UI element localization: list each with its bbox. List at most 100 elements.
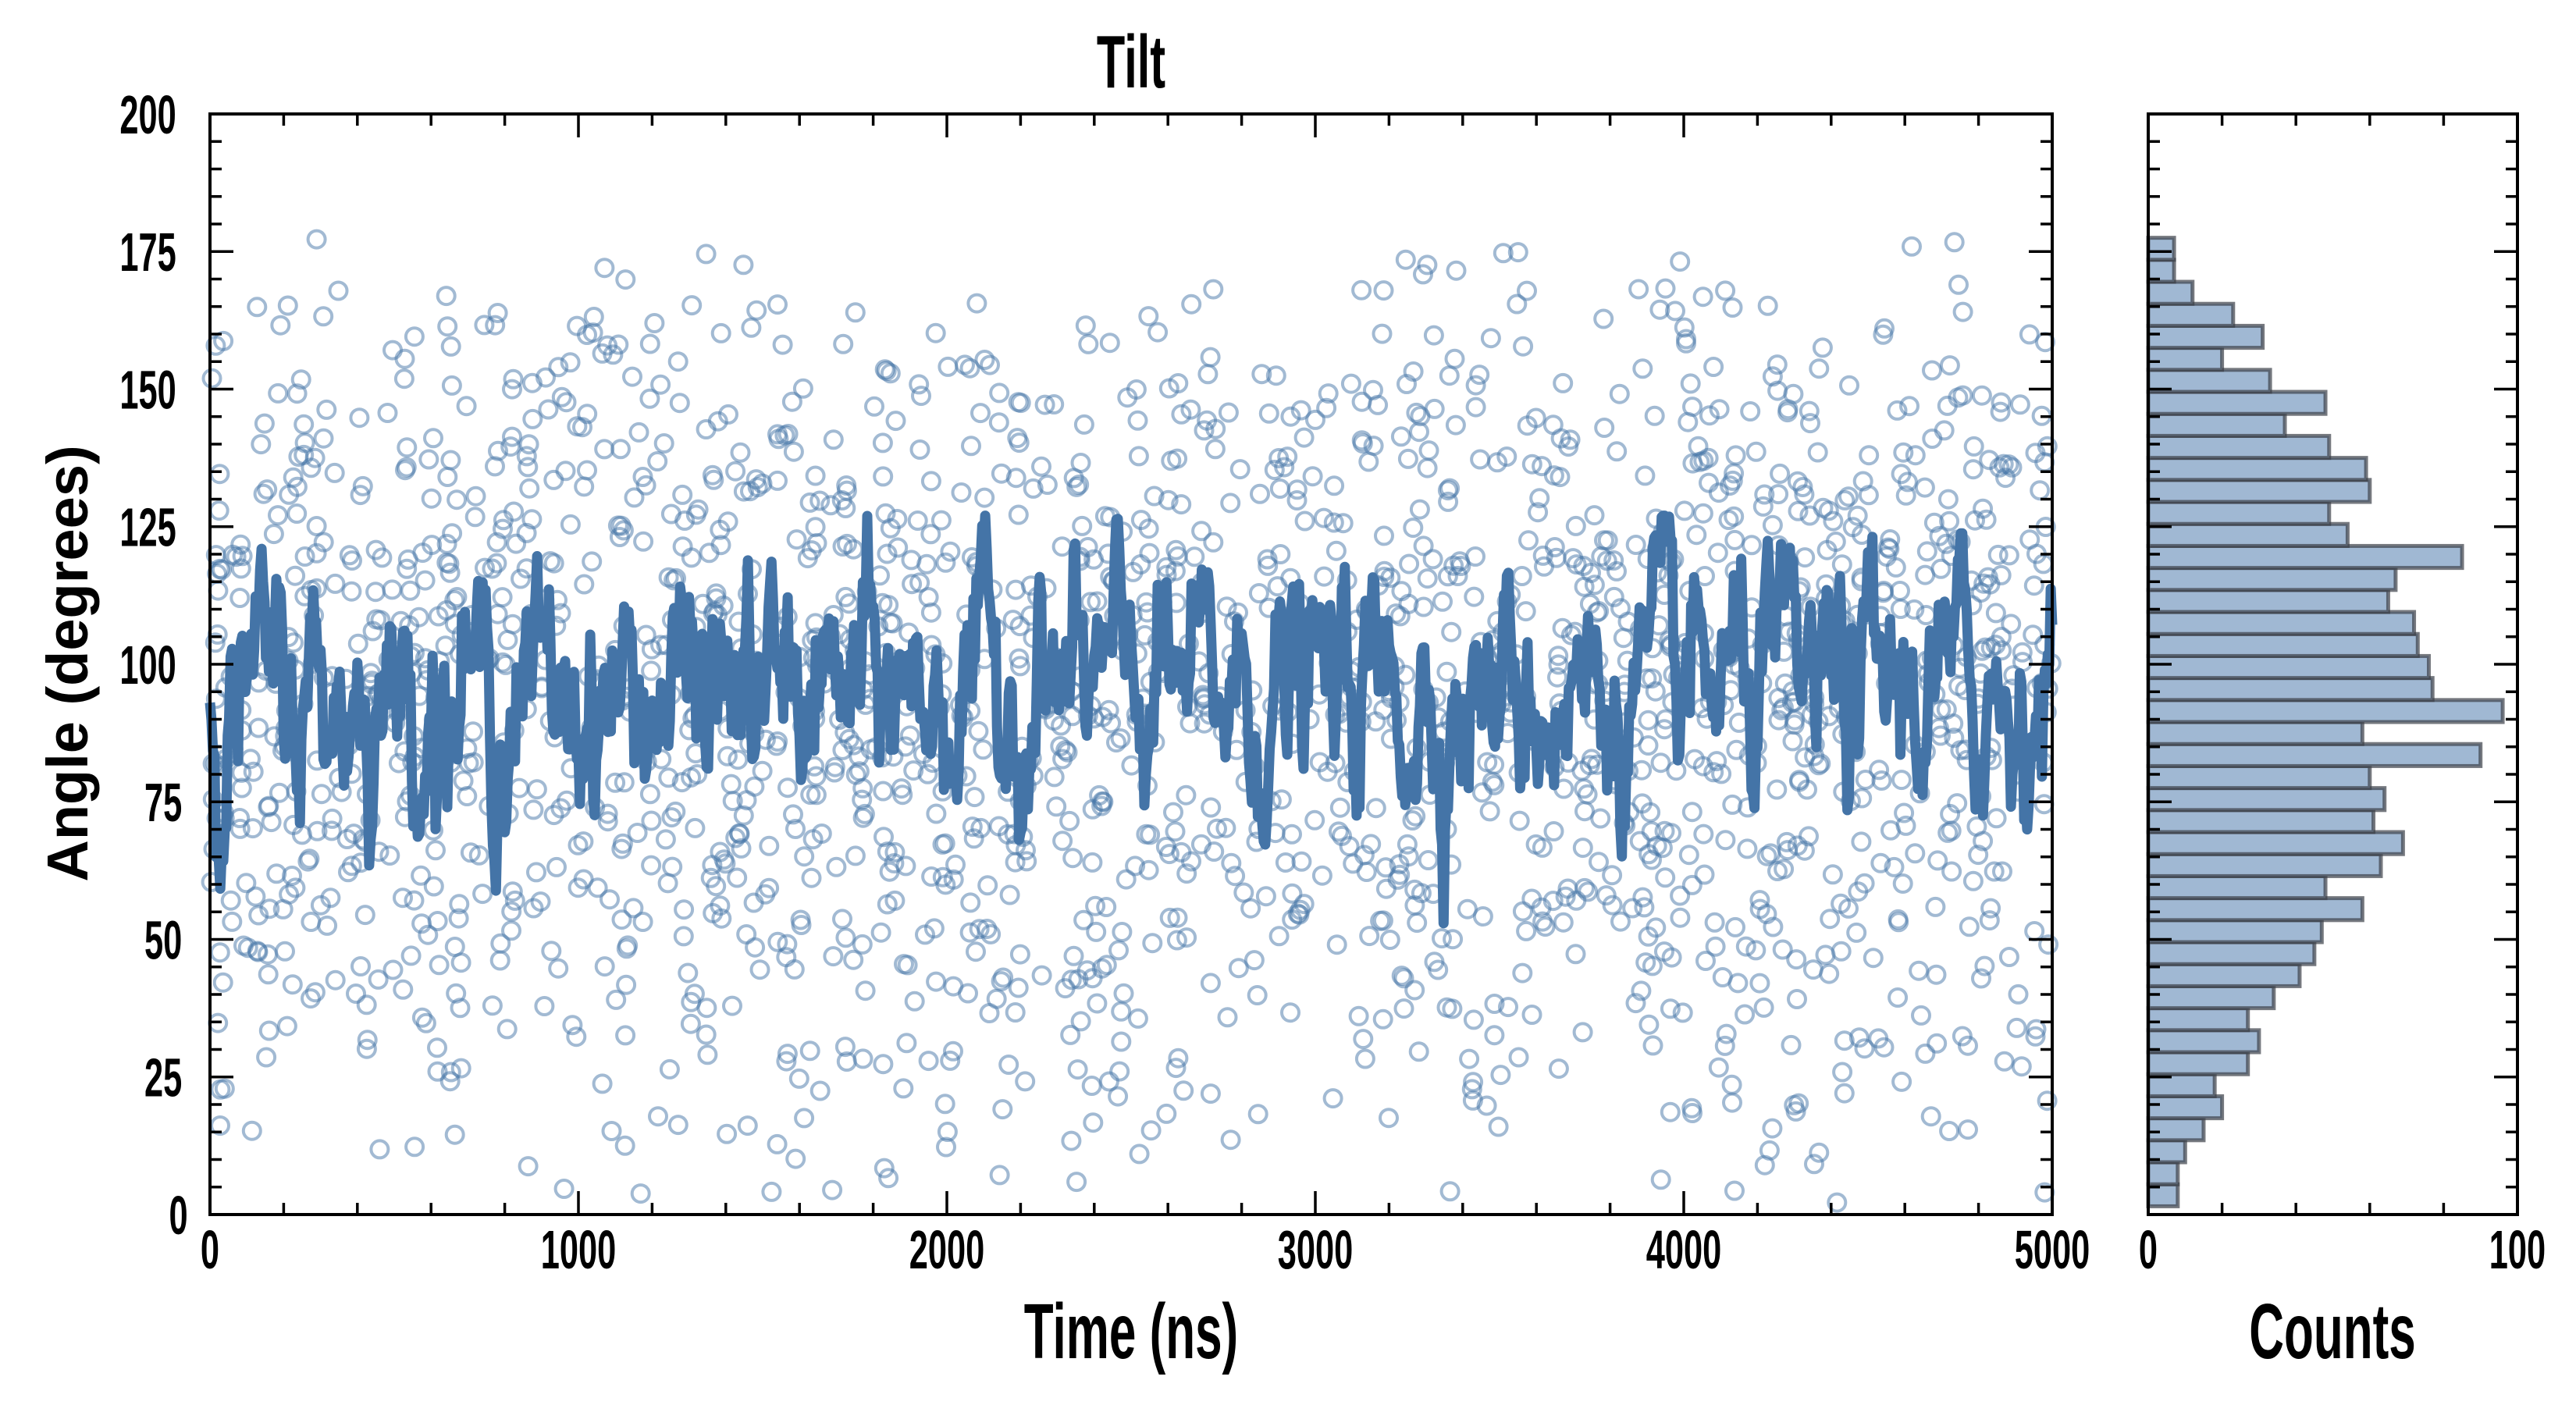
- scatter-point: [1096, 897, 1117, 917]
- scatter-point: [733, 254, 754, 276]
- scatter-point: [1405, 806, 1426, 827]
- scatter-point: [1984, 861, 2005, 882]
- scatter-point: [1513, 336, 1534, 357]
- scatter-point: [937, 1122, 958, 1142]
- scatter-point: [1125, 855, 1146, 877]
- histogram-bar: [2146, 566, 2398, 592]
- scatter-point: [1939, 355, 1960, 376]
- scatter-point: [1566, 890, 1587, 911]
- scatter-point: [263, 524, 284, 545]
- scatter-point: [1809, 358, 1830, 379]
- scatter-point: [1329, 797, 1350, 818]
- scatter-point: [1417, 457, 1438, 478]
- scatter-point: [418, 924, 439, 945]
- scatter-point: [1971, 385, 1992, 406]
- scatter-point: [1782, 731, 1803, 752]
- scatter-point: [294, 546, 315, 567]
- scatter-point: [1947, 793, 1968, 814]
- scatter-point: [959, 357, 980, 379]
- scatter-point: [1555, 886, 1576, 907]
- scatter-point: [1632, 358, 1653, 379]
- scatter-point: [661, 807, 682, 828]
- scatter-point: [201, 368, 222, 389]
- scatter-point: [1974, 955, 1995, 976]
- scatter-point: [1735, 936, 1756, 957]
- scatter-point: [1508, 1047, 1529, 1068]
- scatter-point: [562, 1015, 583, 1036]
- scatter-point: [655, 829, 676, 850]
- scatter-point: [674, 899, 695, 920]
- scatter-point: [1820, 909, 1841, 930]
- scatter-point: [903, 760, 924, 781]
- scatter-point: [1037, 475, 1058, 495]
- scatter-point: [253, 483, 274, 504]
- scatter-point: [1432, 591, 1453, 612]
- scatter-point: [307, 820, 328, 841]
- scatter-point: [1944, 727, 1965, 749]
- scatter-point: [377, 403, 398, 423]
- scatter-point: [823, 429, 844, 450]
- scatter-point: [322, 808, 343, 829]
- scatter-point: [1439, 478, 1461, 499]
- scatter-point: [1176, 927, 1197, 948]
- scatter-point: [834, 1037, 856, 1058]
- scatter-point: [784, 959, 805, 980]
- scatter-point: [1354, 1048, 1375, 1069]
- scatter-point: [393, 979, 414, 1000]
- scatter-point: [1584, 505, 1605, 526]
- scatter-point: [1409, 499, 1430, 520]
- scatter-point: [608, 334, 629, 355]
- scatter-point: [482, 558, 503, 579]
- scatter-point: [1469, 365, 1490, 386]
- scatter-point: [1971, 968, 1991, 989]
- scatter-point: [630, 1183, 651, 1204]
- scatter-point: [1799, 826, 1819, 847]
- scatter-point: [1351, 430, 1372, 451]
- scatter-point: [1674, 317, 1695, 338]
- scatter-point: [1650, 752, 1671, 774]
- scatter-point: [1959, 916, 1980, 937]
- scatter-point: [382, 959, 404, 980]
- scatter-point: [1726, 739, 1747, 760]
- scatter-point: [1106, 732, 1126, 753]
- scatter-point: [1937, 395, 1958, 416]
- scatter-point: [1072, 515, 1093, 536]
- scatter-point: [809, 1080, 831, 1101]
- scatter-point: [1203, 532, 1224, 553]
- scatter-point: [1986, 808, 2007, 829]
- scatter-point: [1404, 980, 1425, 1001]
- scatter-point: [1553, 912, 1574, 933]
- y-tick-label: 50: [144, 910, 182, 971]
- scatter-point: [535, 367, 556, 388]
- scatter-point: [788, 1068, 809, 1089]
- x-tick-label: 5000: [2015, 1219, 2090, 1280]
- scatter-point: [1424, 951, 1445, 973]
- scatter-point: [706, 583, 727, 604]
- histogram-bar: [2146, 896, 2364, 923]
- scatter-point: [268, 505, 288, 526]
- scatter-point: [463, 721, 483, 742]
- scatter-point: [1328, 821, 1349, 842]
- scatter-point: [717, 745, 738, 767]
- scatter-point: [777, 1044, 798, 1065]
- scatter-point: [873, 1054, 894, 1075]
- scatter-point: [801, 867, 822, 888]
- scatter-point: [1087, 591, 1108, 612]
- scatter-point: [577, 404, 598, 425]
- scatter-point: [1552, 617, 1573, 638]
- scatter-point: [767, 294, 788, 315]
- scatter-point: [1305, 409, 1325, 430]
- scatter-point: [680, 1013, 701, 1034]
- scatter-point: [241, 1120, 262, 1141]
- scatter-point: [1952, 301, 1973, 322]
- scatter-point: [450, 1058, 471, 1079]
- scatter-point: [1699, 405, 1720, 426]
- scatter-point: [627, 823, 648, 843]
- scatter-point: [1521, 454, 1542, 475]
- scatter-point: [1994, 1051, 2015, 1072]
- scatter-point: [1725, 916, 1745, 937]
- scatter-point: [468, 845, 489, 866]
- scatter-point: [1991, 564, 2012, 585]
- scatter-point: [306, 516, 327, 536]
- scatter-point: [492, 587, 513, 608]
